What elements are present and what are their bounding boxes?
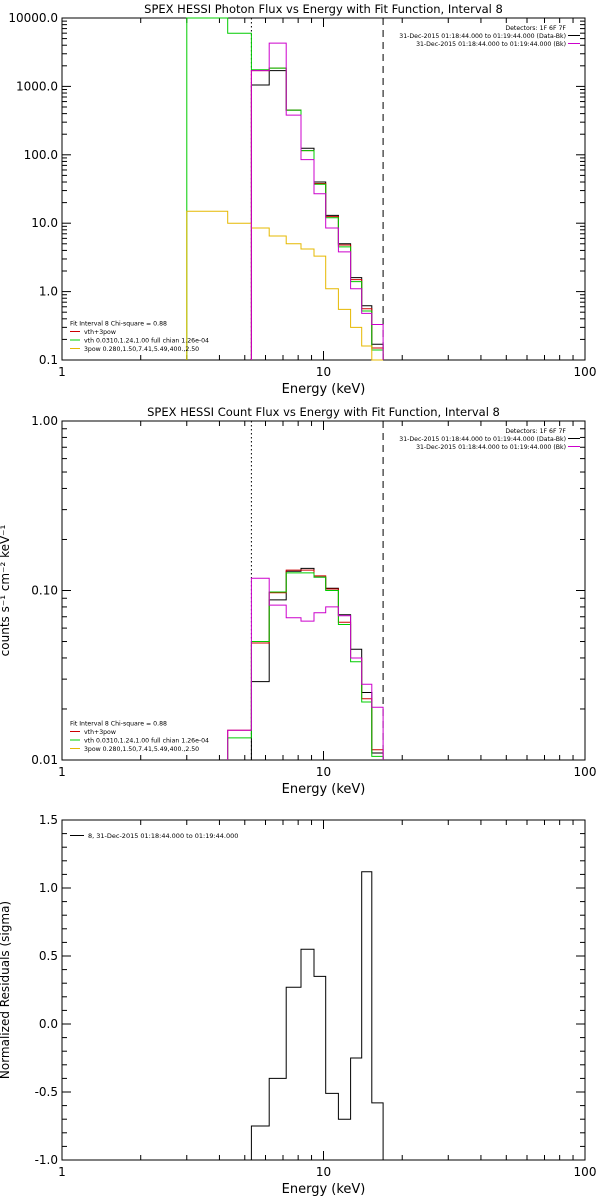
series-line-3pow — [186, 210, 384, 361]
y-tick-label: -1.0 — [35, 1153, 58, 1167]
y-tick-label: 10.0 — [31, 216, 58, 230]
plot-frame — [61, 17, 586, 361]
x-axis-label: Energy (keV) — [282, 382, 366, 397]
series-line-vth — [227, 572, 384, 760]
y-tick-label: 1.0 — [39, 881, 58, 895]
legend-entry: 3pow 0.280,1.50,7.41,5.49,400.,2.50 — [84, 746, 199, 753]
series-line-bk — [250, 42, 384, 360]
legend-entry: 3pow 0.280,1.50,7.41,5.49,400.,2.50 — [84, 346, 199, 353]
legend-entry: 8, 31-Dec-2015 01:18:44.000 to 01:19:44.… — [88, 832, 238, 840]
legend-entry: vth 0.0310,1.24,1.00 full chian 1.26e-04 — [84, 738, 209, 745]
legend-bottom: Fit Interval 8 Chi-square = 0.88vth+3pow… — [70, 721, 209, 753]
y-tick-label: 1.5 — [39, 813, 58, 827]
x-tick-label: 10 — [316, 365, 331, 379]
legend-entry: 31-Dec-2015 01:18:44.000 to 01:19:44.000… — [416, 41, 566, 48]
x-tick-label: 100 — [574, 1165, 597, 1179]
y-tick-label: 1.00 — [31, 414, 58, 428]
legend-entry: vth 0.0310,1.24,1.00 full chian 1.26e-04 — [84, 338, 209, 345]
x-tick-label: 100 — [574, 365, 597, 379]
series-line-data-bk — [250, 70, 384, 360]
y-tick-label: 0.0 — [39, 1017, 58, 1031]
series-line-bk — [227, 577, 384, 760]
chart-panel-1: SPEX HESSI Photon Flux vs Energy with Fi… — [8, 2, 596, 397]
chart-title: SPEX HESSI Count Flux vs Energy with Fit… — [147, 405, 500, 419]
plot-frame — [61, 819, 586, 1161]
legend-entry: 31-Dec-2015 01:18:44.000 to 01:19:44.000… — [399, 33, 566, 40]
x-axis-label: Energy (keV) — [282, 782, 366, 797]
y-tick-label: 1000.0 — [16, 79, 58, 93]
x-tick-label: 100 — [574, 765, 597, 779]
legend-entry: Fit Interval 8 Chi-square = 0.88 — [70, 321, 167, 328]
legend-entry: 31-Dec-2015 01:18:44.000 to 01:19:44.000… — [416, 444, 566, 451]
series-line-data-bk — [250, 567, 384, 760]
legend-entry: vth+3pow — [84, 329, 116, 336]
y-tick-label: 10000.0 — [8, 11, 58, 25]
chart-title: SPEX HESSI Photon Flux vs Energy with Fi… — [144, 2, 503, 16]
y-tick-label: 1.0 — [39, 285, 58, 299]
chart-panel-2: SPEX HESSI Count Flux vs Energy with Fit… — [0, 405, 596, 797]
series-line-vth-3pow — [227, 569, 384, 760]
y-axis-label: counts s⁻¹ cm⁻² keV⁻¹ — [0, 524, 12, 656]
x-tick-label: 1 — [58, 365, 66, 379]
x-axis-label: Energy (keV) — [282, 1182, 366, 1197]
legend-top: 8, 31-Dec-2015 01:18:44.000 to 01:19:44.… — [70, 832, 238, 840]
legend-entry: Fit Interval 8 Chi-square = 0.88 — [70, 721, 167, 728]
series-line-vth-3pow — [250, 67, 384, 360]
y-tick-label: 0.1 — [39, 353, 58, 367]
x-tick-label: 1 — [58, 765, 66, 779]
legend-entry: Detectors: 1F 6F 7F — [505, 25, 566, 32]
y-tick-label: 100.0 — [24, 148, 58, 162]
legend-entry: Detectors: 1F 6F 7F — [505, 428, 566, 435]
x-tick-label: 1 — [58, 1165, 66, 1179]
y-tick-label: -0.5 — [35, 1085, 58, 1099]
series-line-residuals — [250, 871, 384, 1160]
series-line-vth — [186, 17, 384, 360]
y-tick-label: 0.10 — [31, 584, 58, 598]
x-tick-label: 10 — [316, 765, 331, 779]
plot-frame — [61, 420, 586, 761]
legend-bottom: Fit Interval 8 Chi-square = 0.88vth+3pow… — [70, 321, 209, 353]
chart-panel-3: 1 10 100 Energy (keV) -1.0 -0.5 0.0 0.5 1.0 1.5 No… — [0, 813, 596, 1197]
x-tick-label: 10 — [316, 1165, 331, 1179]
legend-entry: vth+3pow — [84, 729, 116, 736]
legend-entry: 31-Dec-2015 01:18:44.000 to 01:19:44.000… — [399, 436, 566, 443]
y-tick-label: 0.01 — [31, 753, 58, 767]
y-axis-label: Normalized Residuals (sigma) — [0, 901, 12, 1079]
y-tick-label: 0.5 — [39, 949, 58, 963]
